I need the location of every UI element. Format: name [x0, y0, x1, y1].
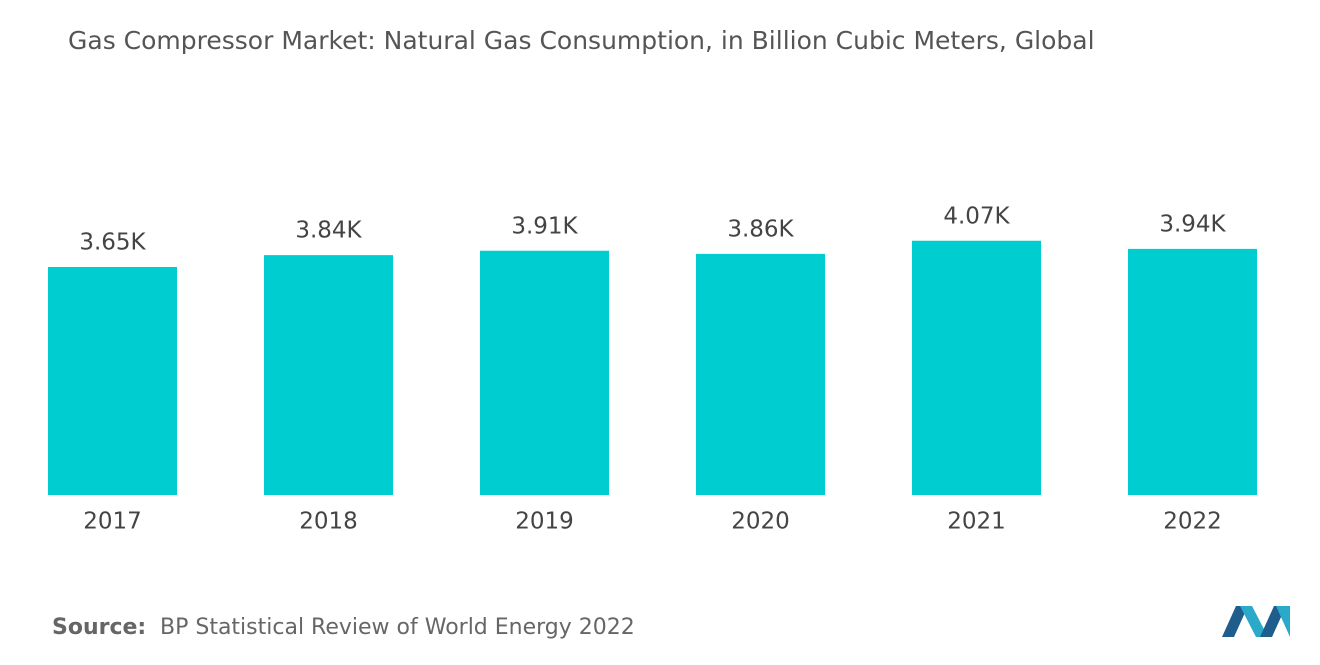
x-tick-label: 2018: [299, 509, 358, 535]
bar: [264, 255, 393, 495]
x-tick-label: 2019: [515, 509, 574, 535]
source-text: BP Statistical Review of World Energy 20…: [160, 615, 635, 640]
value-label: 3.91K: [511, 213, 578, 239]
value-label: 3.94K: [1159, 211, 1226, 237]
bar: [696, 253, 825, 495]
x-tick-label: 2022: [1163, 509, 1222, 535]
bar: [48, 267, 177, 495]
x-tick-label: 2020: [731, 509, 790, 535]
value-label: 3.86K: [727, 216, 794, 242]
value-label: 3.84K: [295, 218, 362, 244]
chart-title: Gas Compressor Market: Natural Gas Consu…: [68, 26, 1095, 55]
x-tick-label: 2021: [947, 509, 1006, 535]
logo: [1222, 606, 1290, 637]
value-label: 3.65K: [79, 230, 146, 256]
bar: [912, 240, 1041, 495]
bar: [1128, 248, 1257, 495]
bar: [480, 250, 609, 495]
x-tick-label: 2017: [83, 509, 142, 535]
value-label: 4.07K: [943, 203, 1010, 229]
source-label: Source:: [52, 615, 146, 640]
